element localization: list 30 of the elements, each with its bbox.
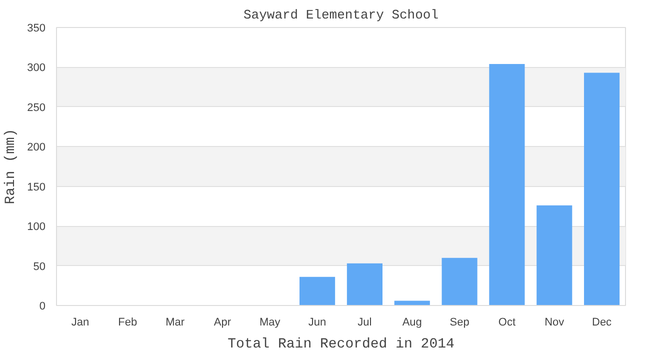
y-axis-title: Rain (mm) <box>3 128 20 204</box>
bar <box>536 205 572 306</box>
bar <box>394 300 430 306</box>
y-tick-label: 150 <box>27 181 46 194</box>
y-tick-label: 250 <box>27 102 46 114</box>
x-tick-label: Jul <box>358 316 372 328</box>
y-tick-label: 0 <box>39 300 46 312</box>
x-tick-label: Nov <box>544 316 565 328</box>
y-tick-label: 300 <box>27 62 46 74</box>
bar <box>442 258 478 306</box>
chart-title: Sayward Elementary School <box>243 8 439 22</box>
bar <box>489 64 525 306</box>
x-tick-label: Dec <box>592 316 612 328</box>
y-tick-label: 200 <box>27 142 46 154</box>
x-axis-title: Total Rain Recorded in 2014 <box>228 336 454 352</box>
x-tick-label: Oct <box>498 316 516 328</box>
x-tick-label: Sep <box>450 316 470 328</box>
x-tick-label: Feb <box>118 316 138 328</box>
y-tick-label: 50 <box>33 260 46 273</box>
y-tick-label: 100 <box>27 221 46 234</box>
x-tick-label: Aug <box>402 316 422 328</box>
bar <box>584 72 620 306</box>
x-tick-label: Jan <box>71 316 90 328</box>
bar <box>300 276 336 306</box>
bar <box>346 263 382 306</box>
y-tick-label: 350 <box>27 22 46 34</box>
x-tick-label: Mar <box>166 316 185 328</box>
x-tick-label: Apr <box>214 316 232 328</box>
x-tick-label: Jun <box>308 316 326 328</box>
x-tick-label: May <box>259 316 281 328</box>
